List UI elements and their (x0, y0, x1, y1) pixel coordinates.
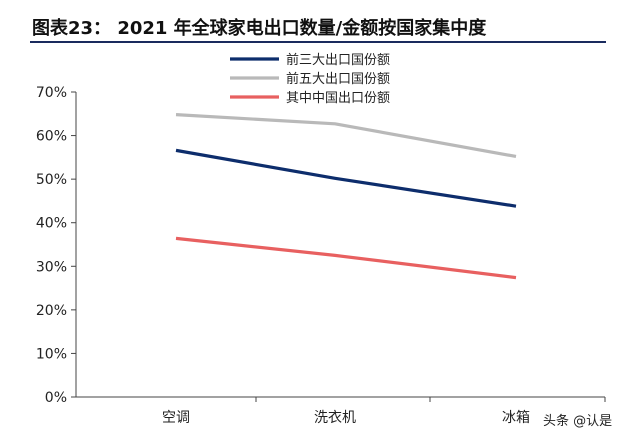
y-tick-label: 20% (36, 303, 67, 319)
axes: 0% 10% 20% 30% 40% 50% 60% 70% 空调 洗衣机 冰箱 (36, 85, 606, 426)
y-tick-label: 40% (36, 216, 67, 232)
legend-label: 前五大出口国份额 (286, 71, 390, 87)
header: 图表23： 2021 年全球家电出口数量/金额按国家集中度 (0, 0, 640, 44)
y-tick-label: 50% (36, 172, 67, 188)
y-tick-label: 70% (36, 85, 67, 101)
x-tick-label: 洗衣机 (314, 410, 356, 426)
legend-label: 前三大出口国份额 (286, 52, 390, 68)
series-line-1 (175, 148, 517, 208)
watermark: 头条 @认是 (543, 414, 613, 429)
legend-label: 其中中国出口份额 (286, 91, 390, 106)
series-lines (175, 113, 517, 280)
series-line-3 (175, 236, 517, 280)
y-tick-label: 0% (45, 390, 67, 406)
y-tick-label: 10% (36, 346, 67, 362)
chart-title: 图表23： 2021 年全球家电出口数量/金额按国家集中度 (32, 18, 487, 39)
x-tick-label: 冰箱 (502, 410, 530, 426)
y-tick-label: 30% (36, 259, 67, 275)
series-line-2 (175, 113, 517, 159)
title-divider (30, 41, 606, 43)
x-tick-label: 空调 (162, 410, 190, 426)
y-tick-label: 60% (36, 129, 67, 145)
